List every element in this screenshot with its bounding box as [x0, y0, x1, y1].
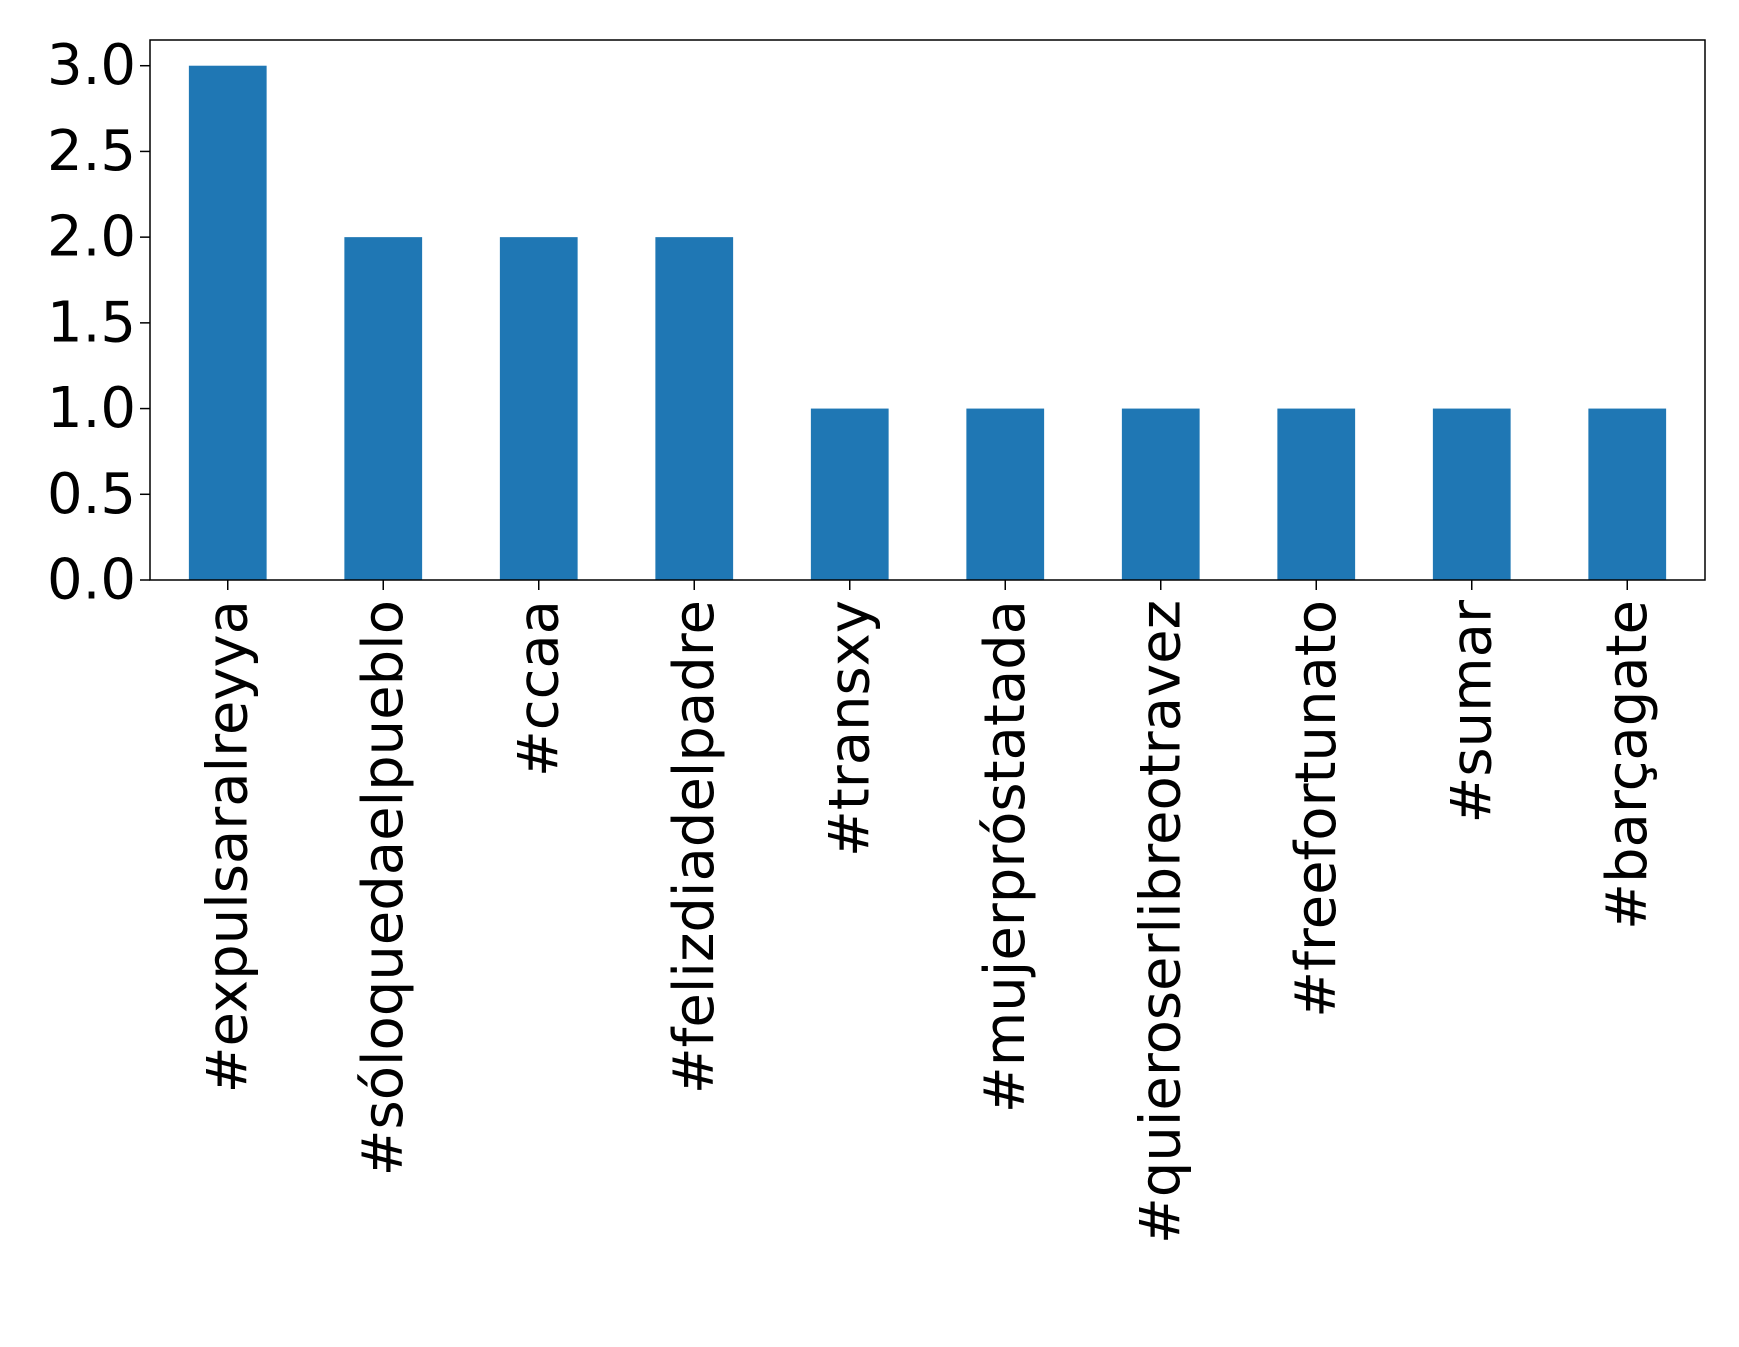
x-tick-label-8: #sumar: [1439, 599, 1504, 823]
bar-8: [1432, 408, 1511, 580]
x-tick-label-0: #expulsaralreyya: [195, 600, 260, 1093]
bars-group: [188, 65, 1667, 580]
y-tick-label-6: 3.0: [47, 33, 136, 98]
bar-7: [1277, 408, 1356, 580]
y-tick-label-3: 1.5: [47, 290, 136, 355]
bar-9: [1588, 408, 1667, 580]
x-tick-label-1: #sóloquedaelpueblo: [351, 600, 416, 1176]
bar-1: [344, 237, 423, 580]
x-tick-label-4: #transxy: [817, 600, 882, 857]
bar-4: [810, 408, 889, 580]
x-tick-label-7: #freefortunato: [1284, 600, 1349, 1018]
x-tick-label-5: #mujerpróstatada: [973, 600, 1038, 1113]
x-tick-label-3: #felizdiadelpadre: [662, 600, 727, 1094]
bar-3: [655, 237, 734, 580]
x-tick-label-6: #quieroserlibreotravez: [1128, 600, 1193, 1244]
plot-frame: [149, 39, 1706, 581]
y-tick-label-0: 0.0: [47, 548, 136, 613]
x-tick-label-9: #barçagate: [1595, 600, 1660, 930]
y-tick-label-1: 0.5: [47, 462, 136, 527]
bar-2: [499, 237, 578, 580]
y-tick-label-4: 2.0: [47, 205, 136, 270]
y-axis: 0.0 0.5 1.0 1.5 2.0 2.5 3.0: [47, 33, 150, 613]
x-tick-label-2: #ccaa: [506, 600, 571, 777]
x-axis: #expulsaralreyya #sóloquedaelpueblo #ccaa #…: [195, 580, 1660, 1244]
bar-5: [966, 408, 1045, 580]
bar-6: [1121, 408, 1200, 580]
y-tick-label-2: 1.0: [47, 376, 136, 441]
y-tick-label-5: 2.5: [47, 119, 136, 184]
bar-0: [188, 65, 267, 580]
